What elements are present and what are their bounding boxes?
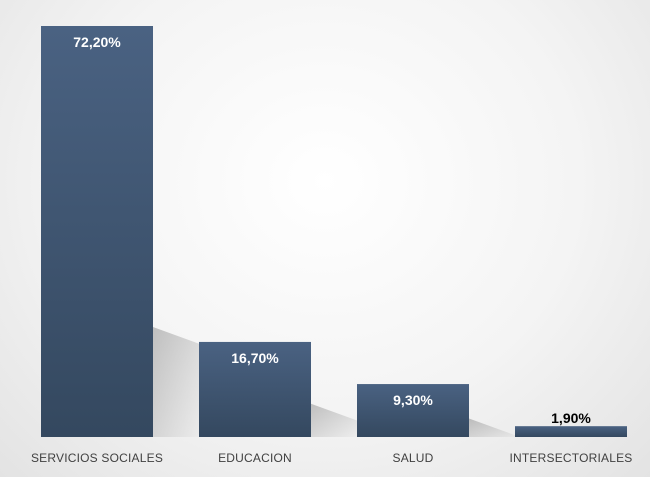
category-label: INTERSECTORIALES [509,451,632,465]
bar-shadow [311,403,366,437]
category-label: EDUCACION [218,451,292,465]
data-label: 16,70% [231,350,279,366]
data-label: 9,30% [393,392,433,408]
bar-shadow [469,418,524,439]
category-label: SALUD [392,451,433,465]
bar [357,384,469,437]
bar [515,426,627,437]
bar-shadow [153,327,208,437]
bar [199,341,311,437]
bar [41,26,153,437]
category-label: SERVICIOS SOCIALES [31,451,163,465]
data-label: 1,90% [551,410,591,426]
data-label: 72,20% [73,34,121,50]
